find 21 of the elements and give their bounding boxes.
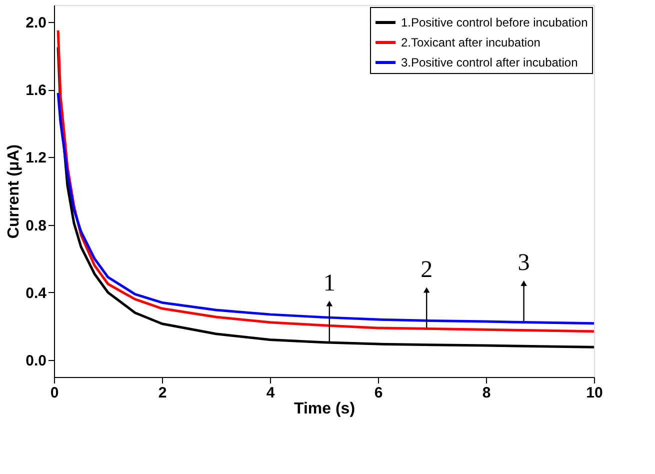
line-series — [56, 92, 594, 325]
y-tick-label: 1.2 — [26, 150, 46, 167]
y-tick-label: 0.8 — [26, 217, 46, 234]
y-tick-label: 0.0 — [26, 352, 46, 370]
y-tick-label: 2.0 — [26, 14, 46, 32]
legend-label: 1.Positive control before incubation — [401, 16, 588, 30]
x-tick-label: 6 — [374, 384, 383, 402]
annotation: 2 — [420, 256, 433, 283]
annotation: 3 — [518, 250, 530, 276]
legend-label: 2.Toxicant after incubation — [401, 36, 540, 50]
y-axis-title: Current (μA) — [6, 144, 23, 239]
legend-label: 3.Positive control after incubation — [401, 56, 578, 70]
x-tick-label: 2 — [158, 384, 167, 402]
annotation: 1 — [323, 270, 336, 296]
x-tick-label: 0 — [50, 384, 59, 402]
x-tick-label: 10 — [586, 384, 603, 402]
x-tick-label: 8 — [482, 384, 491, 402]
x-tick-label: 4 — [266, 384, 276, 402]
y-tick-label: 1.6 — [26, 82, 46, 100]
y-tick-label: 0.4 — [26, 284, 48, 302]
x-axis-title: Time (s) — [294, 400, 356, 418]
